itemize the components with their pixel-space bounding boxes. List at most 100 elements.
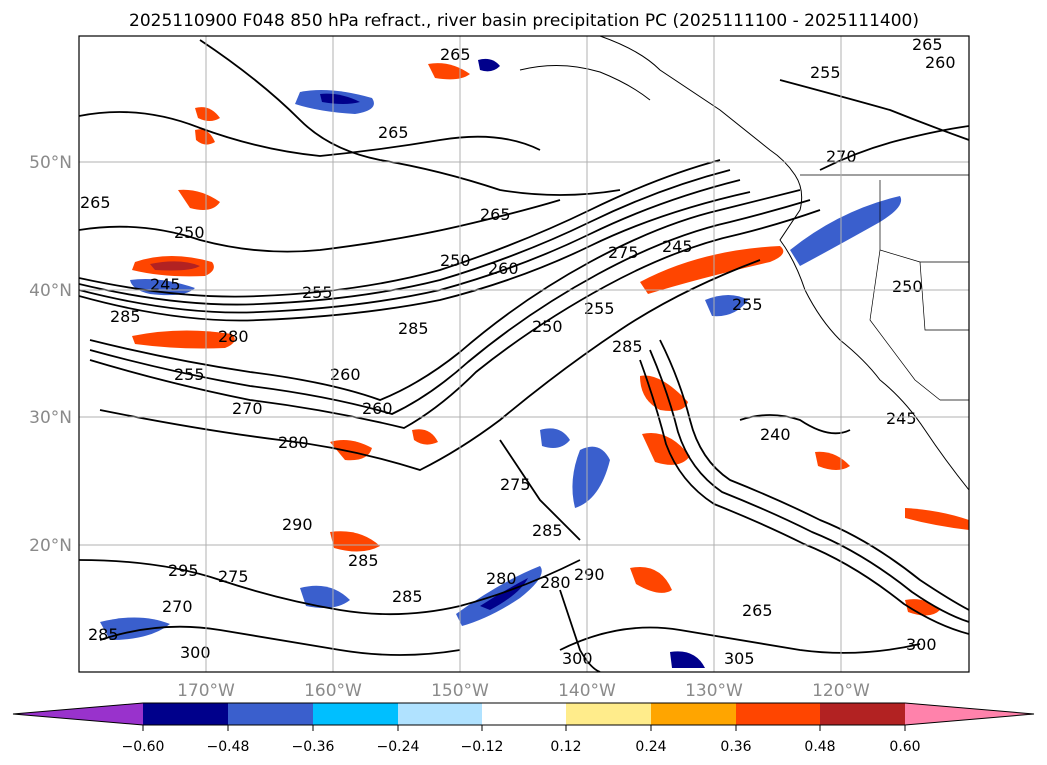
- state-border: [919, 261, 969, 331]
- colorbar-segment: [313, 703, 398, 725]
- refractivity-contour: [659, 339, 969, 611]
- contour-label: 250: [532, 317, 563, 336]
- state-border: [869, 249, 941, 401]
- precip-negative-patch: [572, 446, 610, 508]
- colorbar-tick-label: 0.48: [804, 739, 835, 755]
- contour-label: 270: [162, 597, 193, 616]
- contour-label: 265: [742, 601, 773, 620]
- colorbar-segment: [482, 703, 566, 725]
- precip-negative-patch: [300, 585, 350, 608]
- lon-label: 130°W: [685, 681, 743, 701]
- contour-label: 255: [810, 63, 841, 82]
- contour-label: 285: [532, 521, 563, 540]
- colorbar: −0.60 −0.48 −0.36 −0.24 −0.12 0.12 0.24 …: [12, 702, 1035, 755]
- lon-label: 120°W: [812, 681, 870, 701]
- lon-label: 150°W: [431, 681, 489, 701]
- precip-positive-patch: [640, 246, 784, 294]
- refractivity-contour: [79, 169, 731, 306]
- colorbar-tick-label: 0.36: [720, 739, 751, 755]
- lon-label: 160°W: [304, 681, 362, 701]
- contour-label: 275: [218, 567, 249, 586]
- precip-positive-patch: [330, 440, 372, 461]
- lon-label: 170°W: [177, 681, 235, 701]
- precip-positive-patch: [412, 429, 438, 445]
- lat-label: 50°N: [29, 153, 72, 173]
- colorbar-segment: [736, 703, 820, 725]
- precip-positive-patch: [132, 330, 235, 349]
- contour-label: 275: [608, 243, 639, 262]
- precip-strong-negative-patch: [478, 58, 500, 72]
- colorbar-segment: [143, 703, 228, 725]
- precip-shading: [100, 58, 969, 668]
- precip-positive-patch: [330, 531, 380, 552]
- refractivity-contour: [89, 199, 811, 415]
- longitude-labels: 170°W 160°W 150°W 140°W 130°W 120°W: [177, 681, 870, 701]
- colorbar-under-extension: [13, 703, 143, 725]
- contour-label: 285: [88, 625, 119, 644]
- contour-label: 290: [574, 565, 605, 584]
- colorbar-ticks: −0.60 −0.48 −0.36 −0.24 −0.12 0.12 0.24 …: [122, 725, 921, 755]
- precip-positive-patch: [630, 566, 672, 593]
- coastline: [599, 36, 969, 491]
- refractivity-contour: [79, 111, 541, 157]
- colorbar-segment: [228, 703, 313, 725]
- contour-label: 280: [218, 327, 249, 346]
- contour-label: 260: [330, 365, 361, 384]
- contour-label: 250: [174, 223, 205, 242]
- colorbar-tick-label: −0.12: [461, 739, 504, 755]
- precip-positive-patch: [905, 599, 940, 616]
- precip-negative-patch: [705, 295, 748, 317]
- contour-label: 265: [80, 193, 111, 212]
- colorbar-segment: [566, 703, 651, 725]
- contour-label: 305: [724, 649, 755, 668]
- refractivity-contour: [79, 199, 561, 253]
- contour-label: 245: [662, 237, 693, 256]
- contour-label: 295: [168, 561, 199, 580]
- precip-strong-negative-patch: [670, 651, 705, 668]
- refractivity-contour: [199, 39, 621, 196]
- precip-positive-patch: [178, 189, 220, 210]
- refractivity-contour: [649, 349, 969, 623]
- lat-label: 20°N: [29, 536, 72, 556]
- contour-label: 245: [886, 409, 917, 428]
- map-plot-area: 265 255 265 260 265 265 270 250 265 250 …: [78, 35, 970, 673]
- colorbar-segment: [820, 703, 905, 725]
- refractivity-contour: [559, 626, 921, 654]
- precip-positive-patch: [195, 107, 220, 121]
- colorbar-tick-label: 0.24: [635, 739, 666, 755]
- contour-label: 285: [348, 551, 379, 570]
- lat-label: 40°N: [29, 281, 72, 301]
- colorbar-segment: [651, 703, 736, 725]
- latitude-labels: 50°N 40°N 30°N 20°N: [29, 153, 72, 556]
- contour-label: 250: [440, 251, 471, 270]
- refractivity-contour: [79, 559, 581, 616]
- colorbar-tick-label: −0.48: [207, 739, 250, 755]
- contour-label: 270: [232, 399, 263, 418]
- coastlines: [519, 36, 969, 491]
- contour-label: 300: [180, 643, 211, 662]
- precip-positive-patch: [642, 432, 690, 465]
- contour-label: 280: [486, 569, 517, 588]
- precip-positive-patch: [195, 129, 215, 145]
- contour-label: 260: [488, 259, 519, 278]
- contour-label: 280: [540, 573, 571, 592]
- refractivity-contour: [819, 125, 969, 171]
- colorbar-tick-label: 0.12: [550, 739, 581, 755]
- precip-negative-patch: [790, 196, 902, 266]
- contour-label: 300: [562, 649, 593, 668]
- contour-label: 285: [398, 319, 429, 338]
- lon-label: 140°W: [558, 681, 616, 701]
- refractivity-contour: [639, 359, 969, 635]
- contour-label: 285: [612, 337, 643, 356]
- contour-label: 275: [500, 475, 531, 494]
- precip-negative-patch: [540, 428, 570, 448]
- colorbar-tick-label: 0.60: [889, 739, 920, 755]
- refractivity-contours: [79, 39, 969, 672]
- graticule: [79, 36, 969, 672]
- precip-strong-patch: [150, 261, 200, 271]
- refractivity-contour: [89, 209, 821, 429]
- colorbar-tick-label: −0.36: [292, 739, 335, 755]
- colorbar-segment: [398, 703, 482, 725]
- map-background: [79, 36, 969, 672]
